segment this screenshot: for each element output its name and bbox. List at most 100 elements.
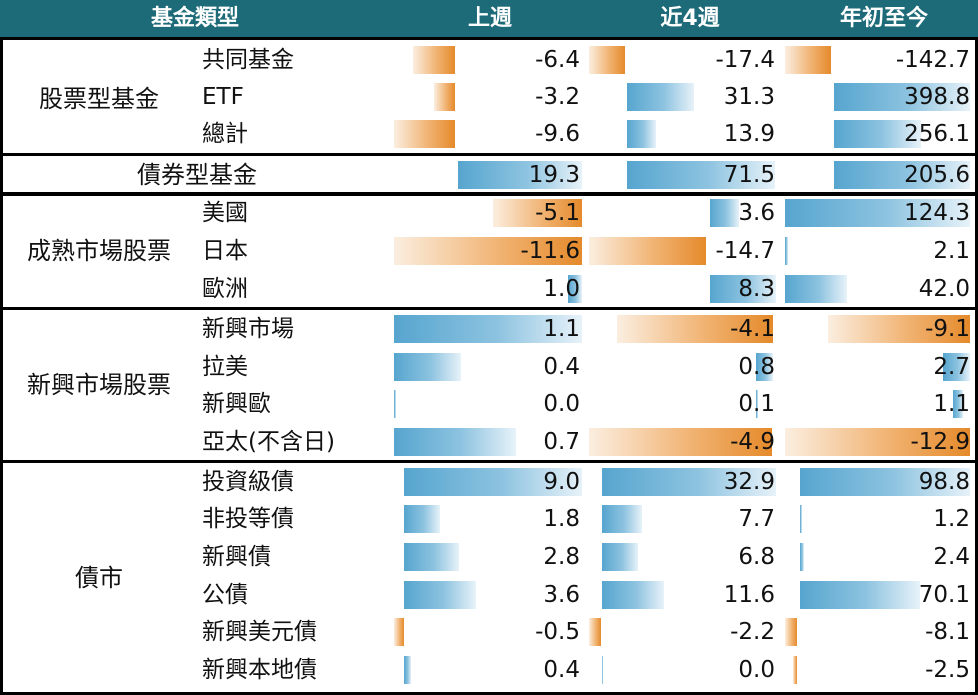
value-ytd: 124.3 bbox=[904, 200, 970, 226]
data-bar-wk4 bbox=[589, 46, 625, 74]
data-bar-ytd bbox=[800, 505, 802, 533]
value-wk4: 3.6 bbox=[738, 200, 775, 226]
value-ytd: 2.1 bbox=[933, 238, 970, 264]
row-label: 新興本地債 bbox=[202, 657, 317, 683]
row-divider bbox=[0, 192, 978, 196]
data-bar-wk4 bbox=[602, 656, 603, 684]
data-bar-week bbox=[434, 83, 455, 111]
value-ytd: 1.1 bbox=[933, 391, 970, 417]
row-divider bbox=[0, 692, 978, 695]
value-ytd: 256.1 bbox=[904, 121, 970, 147]
data-bar-wk4 bbox=[710, 275, 776, 303]
data-bar-week bbox=[404, 656, 411, 684]
data-bar-ytd bbox=[943, 353, 970, 381]
value-week: 2.8 bbox=[543, 544, 580, 570]
data-bar-wk4 bbox=[756, 390, 758, 418]
value-week: -0.5 bbox=[535, 619, 580, 645]
data-bar-wk4 bbox=[756, 353, 773, 381]
data-bar-ytd bbox=[785, 46, 831, 74]
data-bar-wk4 bbox=[589, 428, 772, 456]
data-bar-ytd bbox=[834, 161, 970, 189]
right-border bbox=[975, 37, 978, 695]
value-week: -9.6 bbox=[535, 121, 580, 147]
value-week: 19.3 bbox=[528, 162, 580, 188]
value-week: 1.1 bbox=[543, 316, 580, 342]
value-ytd: 98.8 bbox=[918, 469, 970, 495]
value-week: -6.4 bbox=[535, 47, 580, 73]
row-label: 美國 bbox=[202, 200, 248, 226]
group-equity-funds: 股票型基金 bbox=[39, 85, 159, 113]
header-last-week: 上週 bbox=[467, 6, 512, 31]
data-bar-ytd bbox=[785, 237, 788, 265]
data-bar-wk4 bbox=[589, 237, 706, 265]
value-wk4: -14.7 bbox=[715, 238, 775, 264]
data-bar-wk4 bbox=[602, 505, 642, 533]
data-bar-week bbox=[394, 315, 582, 343]
data-bar-wk4 bbox=[627, 83, 694, 111]
data-bar-week bbox=[394, 428, 516, 456]
left-border bbox=[0, 37, 3, 695]
value-wk4: 0.0 bbox=[738, 657, 775, 683]
data-bar-week bbox=[404, 468, 582, 496]
table-header: 基金類型 上週 近4週 年初至今 bbox=[0, 0, 978, 37]
data-bar-ytd bbox=[785, 428, 970, 456]
header-fund-type: 基金類型 bbox=[150, 6, 239, 31]
value-ytd: -9.1 bbox=[925, 316, 970, 342]
data-bar-week bbox=[404, 505, 440, 533]
value-wk4: 0.8 bbox=[738, 354, 775, 380]
data-bar-week bbox=[394, 120, 455, 148]
data-bar-week bbox=[404, 581, 476, 609]
data-bar-ytd bbox=[828, 315, 970, 343]
data-bar-ytd bbox=[834, 120, 921, 148]
data-bar-ytd bbox=[785, 199, 970, 227]
value-wk4: 11.6 bbox=[723, 582, 775, 608]
row-divider bbox=[0, 307, 978, 310]
row-divider bbox=[0, 460, 978, 463]
value-ytd: -12.9 bbox=[910, 429, 970, 455]
row-label: 共同基金 bbox=[202, 47, 294, 73]
data-bar-wk4 bbox=[602, 468, 776, 496]
header-4-weeks: 近4週 bbox=[660, 6, 720, 31]
group-developed-equity: 成熟市場股票 bbox=[27, 237, 171, 265]
row-label: 非投等債 bbox=[202, 506, 294, 532]
data-bar-week bbox=[394, 618, 404, 646]
data-bar-week bbox=[394, 237, 582, 265]
value-ytd: 2.7 bbox=[933, 354, 970, 380]
value-week: -11.6 bbox=[520, 238, 580, 264]
value-wk4: 32.9 bbox=[723, 469, 775, 495]
group-bond-funds: 債券型基金 bbox=[137, 161, 257, 189]
row-label: 新興市場 bbox=[202, 316, 294, 342]
value-week: -3.2 bbox=[535, 84, 580, 110]
data-bar-ytd bbox=[785, 618, 797, 646]
value-ytd: -142.7 bbox=[895, 47, 970, 73]
value-ytd: 70.1 bbox=[918, 582, 970, 608]
value-wk4: -17.4 bbox=[715, 47, 775, 73]
value-wk4: 6.8 bbox=[738, 544, 775, 570]
value-wk4: -4.1 bbox=[730, 316, 775, 342]
data-bar-week bbox=[458, 161, 582, 189]
value-wk4: -4.9 bbox=[730, 429, 775, 455]
data-bar-wk4 bbox=[627, 161, 775, 189]
data-bar-week bbox=[493, 199, 582, 227]
row-label: 新興歐 bbox=[202, 391, 271, 417]
data-bar-ytd bbox=[834, 83, 970, 111]
row-label: 亞太(不含日) bbox=[202, 429, 335, 455]
value-ytd: 1.2 bbox=[933, 506, 970, 532]
row-label: 新興債 bbox=[202, 544, 271, 570]
value-wk4: 0.1 bbox=[738, 391, 775, 417]
data-bar-ytd bbox=[953, 390, 963, 418]
data-bar-ytd bbox=[800, 581, 920, 609]
value-ytd: -8.1 bbox=[925, 619, 970, 645]
data-bar-wk4 bbox=[602, 581, 664, 609]
data-bar-wk4 bbox=[617, 315, 773, 343]
value-week: 0.4 bbox=[543, 657, 580, 683]
row-label: 日本 bbox=[202, 238, 248, 264]
header-ytd: 年初至今 bbox=[839, 6, 928, 31]
row-divider bbox=[0, 37, 978, 40]
data-bar-wk4 bbox=[627, 120, 656, 148]
value-week: -5.1 bbox=[535, 200, 580, 226]
data-bar-wk4 bbox=[710, 199, 739, 227]
data-bar-ytd bbox=[793, 656, 797, 684]
data-bar-ytd bbox=[785, 275, 847, 303]
